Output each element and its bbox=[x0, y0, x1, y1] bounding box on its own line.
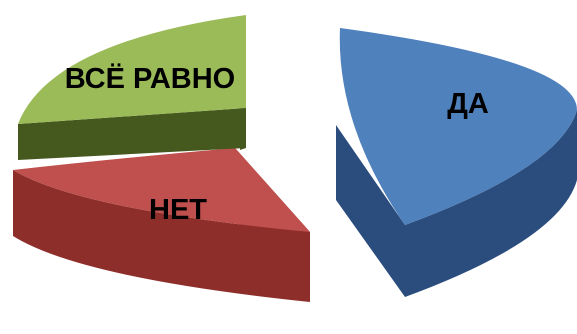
slice-yes-side bbox=[336, 110, 577, 297]
slice-indifferent: ВСЁ РАВНО bbox=[18, 15, 246, 160]
slice-indifferent-top bbox=[18, 15, 246, 124]
slice-yes-top bbox=[339, 28, 577, 225]
slice-label-indifferent: ВСЁ РАВНО bbox=[65, 62, 235, 95]
slice-yes: ДА bbox=[336, 28, 577, 297]
slice-indifferent-side bbox=[18, 108, 246, 160]
slice-label-yes: ДА bbox=[447, 88, 489, 120]
slice-no: НЕТ bbox=[13, 148, 310, 302]
slice-no-top bbox=[13, 148, 310, 232]
slice-label-no: НЕТ bbox=[149, 194, 207, 226]
slice-no-side bbox=[13, 170, 310, 302]
